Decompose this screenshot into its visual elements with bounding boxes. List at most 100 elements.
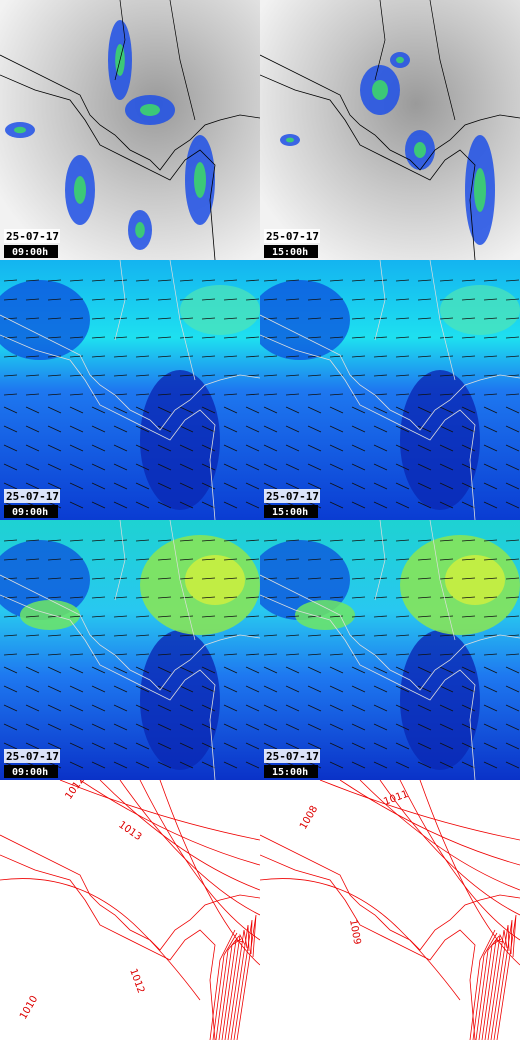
map-panel: 25-07-17 15:00h <box>260 0 520 260</box>
wind-field <box>295 600 355 630</box>
wind-arrow <box>135 482 150 490</box>
wind-arrow <box>25 742 40 750</box>
wind-arrow <box>395 463 410 471</box>
wind-arrow <box>69 444 84 452</box>
date-label: 25-07-17 <box>6 490 59 503</box>
wind-arrow <box>157 501 172 509</box>
wind-arrow <box>395 539 410 542</box>
wind-arrow <box>25 653 40 656</box>
wind-arrow <box>69 539 84 542</box>
wind-arrow <box>47 634 62 637</box>
wind-arrow <box>461 666 476 674</box>
time-box <box>264 765 318 778</box>
wind-arrow <box>135 355 150 358</box>
wind-arrow <box>245 539 260 542</box>
wind-arrow <box>461 634 476 637</box>
wind-arrow <box>307 723 322 731</box>
wind-arrow <box>351 406 366 414</box>
wind-arrow <box>505 558 520 561</box>
wind-arrow <box>417 425 432 433</box>
rain-core <box>286 137 294 143</box>
isobar <box>221 939 244 1040</box>
wind-arrow <box>245 685 260 693</box>
wind-arrow <box>439 666 454 674</box>
wind-arrow <box>69 501 84 509</box>
wind-arrow <box>439 463 454 471</box>
wind-arrow <box>157 558 172 561</box>
wind-arrow <box>135 336 150 339</box>
wind-arrow <box>263 742 278 750</box>
wind-arrow <box>351 317 366 320</box>
wind-arrow <box>25 723 40 731</box>
date-box <box>264 229 320 243</box>
wind-arrow <box>3 634 18 637</box>
wind-field <box>445 555 505 605</box>
time-box <box>264 245 318 258</box>
wind-arrow <box>157 596 172 599</box>
wind-arrow <box>223 761 238 769</box>
wind-arrow <box>285 298 300 301</box>
wind-arrow <box>47 444 62 452</box>
wind-arrow <box>179 666 194 674</box>
coastline <box>260 54 520 171</box>
wind-arrow <box>351 742 366 750</box>
wind-arrow <box>307 374 322 377</box>
wind-arrow <box>483 355 498 358</box>
wind-arrow <box>135 666 150 674</box>
wind-arrow <box>351 577 366 580</box>
rain-core <box>140 104 160 116</box>
wind-arrow <box>329 279 344 282</box>
wind-arrow <box>91 501 106 509</box>
wind-arrow <box>47 336 62 339</box>
wind-arrow <box>461 463 476 471</box>
isobar <box>339 780 520 866</box>
wind-arrow <box>223 666 238 674</box>
wind-arrow <box>373 393 388 396</box>
date-box <box>4 489 60 503</box>
isobar <box>233 919 253 1040</box>
wind-arrow <box>91 444 106 452</box>
wind-arrow <box>373 596 388 599</box>
date-label: 25-07-17 <box>266 230 319 243</box>
wind-arrow <box>417 317 432 320</box>
isobar <box>159 780 260 966</box>
wind-arrow <box>245 317 260 320</box>
wind-arrow <box>113 336 128 339</box>
wind-arrow <box>439 355 454 358</box>
rain-core <box>14 126 26 134</box>
time-label: 15:00h <box>272 767 308 778</box>
wind-arrow <box>285 406 300 414</box>
wind-arrow <box>505 298 520 301</box>
wind-arrow <box>25 444 40 452</box>
wind-arrow <box>179 406 194 414</box>
wind-arrow <box>91 463 106 471</box>
wind-arrow <box>329 444 344 452</box>
wind-arrow <box>223 317 238 320</box>
wind-arrow <box>329 425 344 433</box>
wind-arrow <box>223 425 238 433</box>
wind-arrow <box>157 634 172 637</box>
wind-arrow <box>439 425 454 433</box>
wind-arrow <box>395 336 410 339</box>
wind-arrow <box>417 444 432 452</box>
wind-arrow <box>47 482 62 490</box>
wind-arrow <box>47 558 62 561</box>
wind-arrow <box>505 742 520 750</box>
wind-arrow <box>201 723 216 731</box>
isobar <box>475 935 500 1040</box>
wind-arrow <box>3 298 18 301</box>
wind-arrow <box>179 704 194 712</box>
wind-arrow <box>263 482 278 490</box>
wind-arrow <box>373 374 388 377</box>
wind-arrow <box>91 723 106 731</box>
wind-arrow <box>245 761 260 769</box>
wind-arrow <box>47 463 62 471</box>
wind-arrow <box>135 685 150 693</box>
wind-arrow <box>263 463 278 471</box>
wind-arrow <box>307 704 322 712</box>
wind-arrow <box>179 634 194 637</box>
coastline <box>0 854 216 1040</box>
wind-arrow <box>113 723 128 731</box>
wind-arrow <box>307 463 322 471</box>
wind-arrow <box>69 653 84 656</box>
